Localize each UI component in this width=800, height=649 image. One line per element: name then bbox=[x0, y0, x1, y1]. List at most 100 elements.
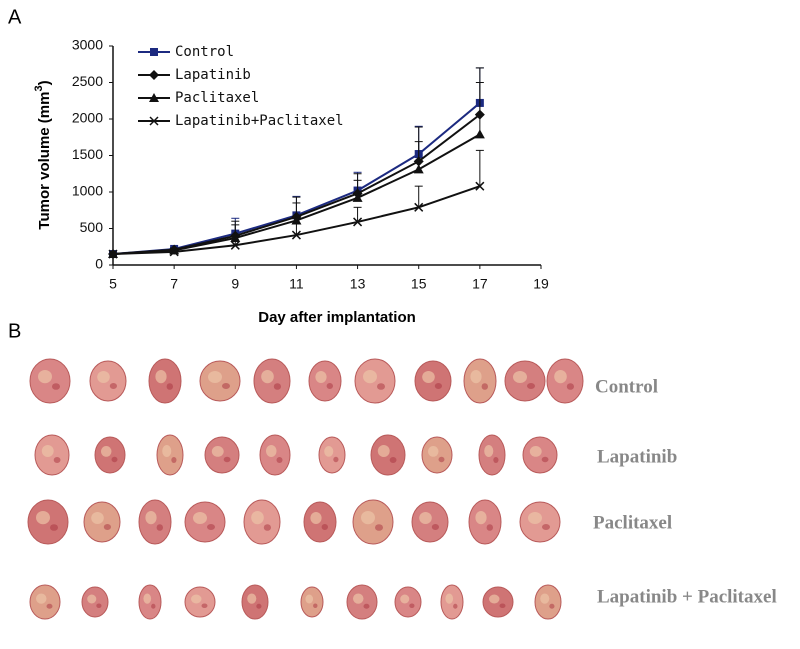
tumor-highlight bbox=[251, 510, 264, 525]
tumor-spot bbox=[566, 383, 575, 390]
tumor-highlight bbox=[419, 512, 432, 524]
tumor-spot bbox=[438, 456, 445, 463]
row-label: Control bbox=[595, 376, 658, 397]
tumor-highlight bbox=[310, 512, 322, 524]
tumor-spot bbox=[493, 457, 499, 463]
y-tick-label: 3000 bbox=[72, 37, 103, 53]
y-tick-label: 2500 bbox=[72, 73, 103, 89]
tumor-highlight bbox=[445, 593, 454, 604]
tumor-spot bbox=[453, 603, 458, 609]
tumor-spot bbox=[333, 456, 339, 463]
tumor-highlight bbox=[484, 445, 494, 457]
marker bbox=[169, 247, 179, 257]
tumor-highlight bbox=[38, 370, 52, 384]
panel-label: A bbox=[8, 6, 22, 28]
y-tick-label: 1500 bbox=[72, 146, 103, 162]
tumor-spot bbox=[223, 456, 231, 463]
tumor-highlight bbox=[91, 512, 104, 524]
tumor-highlight bbox=[36, 593, 47, 604]
tumor-highlight bbox=[475, 510, 487, 525]
error-bar bbox=[353, 206, 362, 222]
tumor-spot bbox=[96, 603, 102, 608]
tumor-spot bbox=[109, 383, 117, 389]
error-bar bbox=[475, 149, 484, 187]
marker bbox=[352, 192, 363, 202]
x-tick-label: 7 bbox=[170, 276, 178, 292]
tumor-highlight bbox=[41, 445, 54, 457]
error-bar bbox=[475, 82, 484, 135]
marker bbox=[414, 202, 424, 212]
tumor-spot bbox=[46, 603, 53, 609]
tumor-spot bbox=[434, 383, 442, 389]
y-axis-title-part: ) bbox=[36, 80, 53, 85]
error-bar bbox=[292, 222, 301, 236]
tumor-highlight bbox=[422, 371, 435, 383]
tumor-spot bbox=[273, 383, 281, 390]
tumor-highlight bbox=[208, 371, 222, 383]
tumor-highlight bbox=[87, 594, 97, 604]
tumor-highlight bbox=[211, 446, 224, 457]
marker bbox=[291, 215, 302, 225]
tumor-highlight bbox=[101, 446, 112, 457]
x-tick-label: 15 bbox=[411, 276, 427, 292]
tumor-spot bbox=[256, 603, 262, 609]
tumor-spot bbox=[363, 603, 370, 609]
error-bar bbox=[231, 236, 240, 246]
marker bbox=[149, 116, 159, 126]
x-tick-label: 13 bbox=[350, 276, 366, 292]
tumor-highlight bbox=[361, 510, 375, 525]
marker bbox=[474, 129, 485, 139]
tumor-highlight bbox=[324, 446, 334, 457]
tumor-spot bbox=[166, 383, 173, 390]
tumor-spot bbox=[53, 457, 61, 463]
tumor-highlight bbox=[470, 370, 482, 384]
y-tick-label: 2000 bbox=[72, 110, 103, 126]
tumor-spot bbox=[541, 456, 549, 463]
tumor-highlight bbox=[145, 510, 157, 525]
tumor-spot bbox=[222, 383, 230, 389]
tumor-highlight bbox=[247, 593, 257, 604]
y-tick-label: 1000 bbox=[72, 183, 103, 199]
legend-label: Control bbox=[175, 44, 234, 60]
tumor-spot bbox=[207, 524, 215, 530]
marker bbox=[149, 93, 159, 102]
marker bbox=[108, 249, 118, 259]
y-axis-title-sup: 3 bbox=[33, 85, 45, 91]
tumor-highlight bbox=[36, 510, 50, 525]
marker bbox=[475, 181, 485, 191]
tumor-highlight bbox=[528, 512, 542, 524]
legend-label: Lapatinib+Paclitaxel bbox=[175, 113, 344, 129]
tumor-spot bbox=[171, 457, 177, 463]
tumor-highlight bbox=[155, 370, 167, 384]
marker bbox=[150, 48, 158, 56]
tumor-spot bbox=[313, 603, 318, 608]
y-tick-label: 0 bbox=[95, 256, 103, 272]
x-tick-label: 9 bbox=[231, 276, 239, 292]
x-tick-label: 11 bbox=[289, 276, 304, 292]
tumor-highlight bbox=[315, 371, 327, 383]
tumor-highlight bbox=[529, 446, 542, 457]
tumor-highlight bbox=[428, 446, 439, 457]
marker bbox=[291, 230, 301, 240]
tumor-spot bbox=[542, 524, 550, 530]
tumor-spot bbox=[151, 603, 156, 609]
y-tick-label: 500 bbox=[80, 219, 104, 235]
tumor-highlight bbox=[143, 593, 152, 604]
tumor-spot bbox=[111, 456, 118, 463]
y-axis-title-part: Tumor volume (mm bbox=[36, 92, 53, 230]
tumor-spot bbox=[276, 457, 283, 463]
tumor-highlight bbox=[266, 445, 277, 457]
tumor-highlight bbox=[353, 593, 364, 604]
tumor-spot bbox=[431, 524, 439, 530]
row-label: Lapatinib bbox=[597, 446, 677, 467]
tumor-spot bbox=[481, 383, 488, 390]
tumor-spot bbox=[527, 383, 535, 389]
legend-label: Lapatinib bbox=[175, 67, 251, 83]
marker bbox=[230, 240, 240, 250]
tumor-highlight bbox=[97, 371, 110, 383]
tumor-spot bbox=[321, 524, 328, 530]
tumor-highlight bbox=[305, 594, 314, 604]
tumor-spot bbox=[156, 524, 163, 531]
y-axis-title: Tumor volume (mm3) bbox=[33, 80, 53, 229]
panel-label: B bbox=[8, 320, 21, 342]
